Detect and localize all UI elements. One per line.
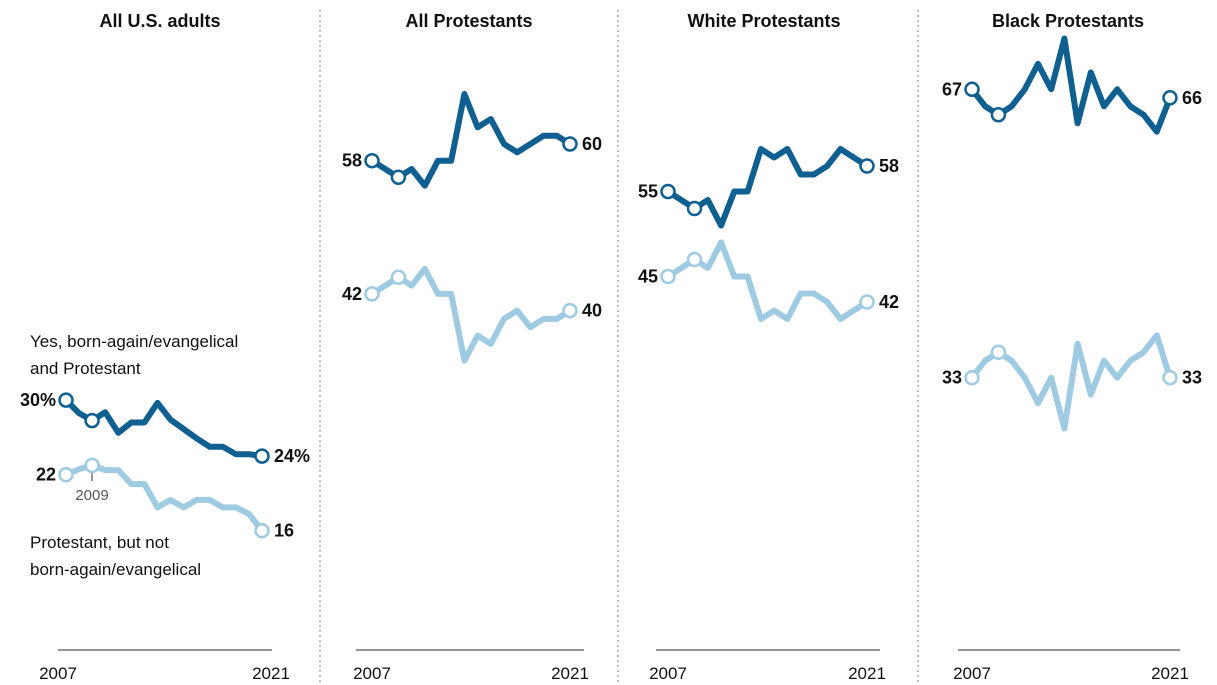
x-tick-label-start: 2007 [649, 664, 687, 683]
panel-1-series: 22 16 30% 24% [20, 390, 310, 541]
dark-series-label-line2: and Protestant [30, 359, 141, 378]
light-series-point [964, 369, 980, 386]
panel-title-all-protestants: All Protestants [405, 11, 532, 31]
chart-marks: 22 16 30% 24% 42 40 58 60 45 42 55 58 33 33 67 66 [20, 35, 1202, 541]
light-series-point [84, 457, 100, 474]
dark-series-line [369, 91, 573, 189]
light-series-line [369, 265, 573, 364]
light-series-point [254, 522, 270, 539]
dark-series-line [969, 35, 1173, 135]
panel-3-series: 45 42 55 58 [638, 146, 899, 322]
x-tick-label-end: 2021 [1151, 664, 1189, 683]
light-series-point [859, 294, 875, 310]
light-series-point [660, 268, 676, 285]
light-series-end-label: 33 [1182, 368, 1202, 388]
panel-title-all-us-adults: All U.S. adults [99, 11, 220, 31]
dark-series-point [859, 158, 875, 174]
dark-series-end-label: 66 [1182, 88, 1202, 108]
dark-series-point [660, 183, 676, 200]
light-series-start-label: 22 [36, 465, 56, 485]
dark-series-point [58, 392, 74, 408]
light-series-point [990, 344, 1007, 360]
dark-series-label-line1: Yes, born-again/evangelical [30, 332, 238, 351]
light-series-point [1162, 369, 1178, 386]
dark-series-point [562, 136, 578, 152]
light-series-point [686, 251, 703, 268]
light-series-line [665, 239, 870, 322]
panel-title-white-protestants: White Protestants [687, 11, 840, 31]
dark-series-point [254, 448, 270, 464]
dark-series-end-label: 24% [274, 446, 310, 466]
x-tick-label-start: 2007 [39, 664, 77, 683]
dark-series-point [990, 107, 1007, 123]
dark-series-end-label: 58 [879, 156, 899, 176]
x-tick-label-start: 2007 [353, 664, 391, 683]
x-tick-label-end: 2021 [848, 664, 886, 683]
light-series-start-label: 45 [638, 267, 658, 287]
light-series-end-label: 40 [582, 301, 602, 321]
dark-series-point [364, 152, 380, 169]
dark-series-point [390, 169, 407, 186]
dark-series-start-label: 55 [638, 182, 658, 202]
dark-series-line [63, 397, 265, 460]
light-series-start-label: 42 [342, 284, 362, 304]
dark-series-end-label: 60 [582, 134, 602, 154]
light-series-line [969, 332, 1173, 432]
light-series-end-label: 16 [274, 521, 294, 541]
panel-title-black-protestants: Black Protestants [992, 11, 1144, 31]
light-series-point [58, 466, 74, 483]
year-marker-label: 2009 [75, 487, 108, 504]
dark-series-start-label: 67 [942, 79, 962, 99]
x-tick-label-start: 2007 [953, 664, 991, 683]
dark-series-start-label: 30% [20, 390, 56, 410]
dark-series-start-label: 58 [342, 151, 362, 171]
light-series-point [364, 286, 380, 302]
dark-series-line [665, 146, 870, 229]
x-tick-label-end: 2021 [551, 664, 589, 683]
dark-series-point [964, 81, 980, 98]
light-series-label-line2: born-again/evangelical [30, 560, 201, 579]
dark-series-point [1162, 90, 1178, 106]
x-tick-label-end: 2021 [252, 664, 290, 683]
panel-4-series: 33 33 67 66 [942, 35, 1202, 432]
light-series-label-line1: Protestant, but not [30, 533, 169, 552]
dark-series-point [84, 412, 100, 429]
panel-2-series: 42 40 58 60 [342, 91, 602, 364]
light-series-point [562, 302, 578, 319]
dark-series-point [686, 200, 703, 217]
light-series-end-label: 42 [879, 292, 899, 312]
light-series-point [390, 269, 407, 286]
light-series-start-label: 33 [942, 368, 962, 388]
